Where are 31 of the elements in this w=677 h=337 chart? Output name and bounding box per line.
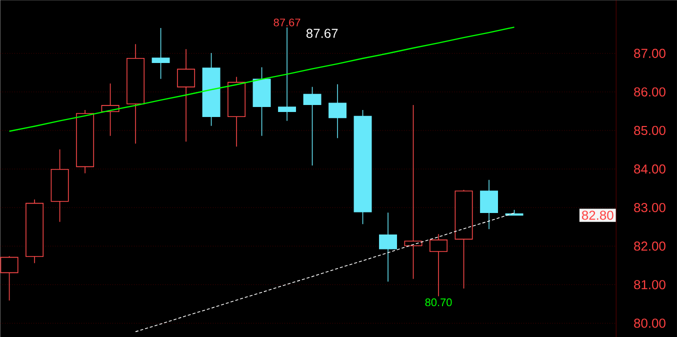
candlestick <box>228 76 246 147</box>
candlestick <box>26 198 44 264</box>
annotation: 87.67 <box>306 28 338 38</box>
y-tick-label: 87.00 <box>634 48 666 58</box>
candlestick <box>379 212 398 282</box>
candlestick <box>278 27 296 122</box>
y-tick-label: 85.00 <box>634 126 666 135</box>
y-tick-label: 84.00 <box>634 164 666 174</box>
y-tick-label: 83.00 <box>634 202 666 212</box>
line-series <box>8 26 515 132</box>
candlestick <box>126 44 145 144</box>
candlestick <box>354 110 372 224</box>
candlestick <box>177 48 196 142</box>
candlestick <box>76 110 94 174</box>
candlestick <box>454 189 473 289</box>
text: 82.80 <box>582 210 614 220</box>
candlestick <box>303 86 322 166</box>
y-tick-label: 81.00 <box>634 280 666 290</box>
y-tick-label: 80.00 <box>634 318 666 328</box>
candlestick <box>50 148 69 222</box>
candlestick <box>252 66 271 136</box>
annotation: 87.67 <box>274 18 300 26</box>
y-tick-label: 86.00 <box>634 87 666 96</box>
candlestick <box>480 179 498 230</box>
annotation: 80.70 <box>425 298 452 306</box>
line-series <box>135 212 515 332</box>
candlestick <box>152 27 170 80</box>
candlestick <box>202 52 220 126</box>
candlestick <box>328 84 347 138</box>
y-tick-label: 82.00 <box>634 241 666 251</box>
candlestick <box>430 234 448 296</box>
